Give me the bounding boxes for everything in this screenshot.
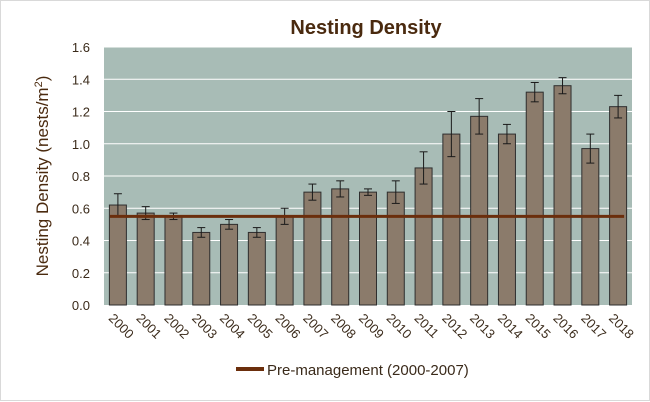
y-tick-label: 0.0 <box>72 298 90 313</box>
x-tick-label: 2007 <box>300 311 331 342</box>
x-tick-label: 2010 <box>384 311 415 342</box>
bar-2016 <box>553 85 572 306</box>
bar-2008 <box>331 188 350 306</box>
y-axis-ticks: 0.0 0.2 0.4 0.6 0.8 1.0 1.2 1.4 1.6 <box>72 40 90 313</box>
x-tick-label: 2014 <box>495 311 526 342</box>
bar-2002 <box>164 215 183 306</box>
x-tick-label: 2017 <box>578 311 609 342</box>
y-tick-label: 0.2 <box>72 266 90 281</box>
bar-2007 <box>303 191 322 306</box>
y-tick-label: 1.4 <box>72 72 90 87</box>
y-tick-label: 1.2 <box>72 105 90 120</box>
y-tick-label: 0.6 <box>72 201 90 216</box>
x-tick-label: 2001 <box>134 311 165 342</box>
x-tick-label: 2006 <box>273 311 304 342</box>
y-axis-label: Nesting Density (nests/m2) <box>33 76 52 277</box>
y-tick-label: 0.4 <box>72 234 90 249</box>
y-tick-label: 1.0 <box>72 137 90 152</box>
y-axis-label-end: ) <box>33 76 52 82</box>
bar-2018 <box>609 106 628 306</box>
bar-2014 <box>497 133 516 306</box>
x-tick-label: 2012 <box>439 311 470 342</box>
bar-2001 <box>136 212 155 306</box>
bar-2015 <box>525 91 544 306</box>
bar-2012 <box>442 133 461 306</box>
x-tick-label: 2000 <box>106 311 137 342</box>
chart-title: Nesting Density <box>290 17 442 39</box>
x-tick-label: 2018 <box>606 311 637 342</box>
x-tick-label: 2009 <box>356 311 387 342</box>
y-tick-label: 1.6 <box>72 40 90 55</box>
x-tick-label: 2013 <box>467 311 498 342</box>
x-tick-label: 2011 <box>411 311 441 341</box>
bar-2010 <box>386 191 405 306</box>
x-axis-ticks: 2000200120022003200420052006200720082009… <box>106 311 637 342</box>
bar-2000 <box>108 204 127 306</box>
bar-2004 <box>220 223 239 306</box>
bars <box>108 85 628 306</box>
bar-2006 <box>275 215 294 306</box>
y-tick-label: 0.8 <box>72 169 90 184</box>
bar-2011 <box>414 167 433 306</box>
bar-2017 <box>581 148 600 306</box>
bar-2005 <box>247 231 266 306</box>
x-tick-label: 2003 <box>189 311 220 342</box>
legend-label: Pre-management (2000-2007) <box>267 362 469 379</box>
bar-2009 <box>359 191 377 306</box>
y-axis-label-superscript: 2 <box>33 81 45 87</box>
x-tick-label: 2002 <box>161 311 192 342</box>
x-tick-label: 2008 <box>328 311 359 342</box>
x-tick-label: 2004 <box>217 311 248 342</box>
x-tick-label: 2015 <box>523 311 554 342</box>
legend: Pre-management (2000-2007) <box>236 362 469 379</box>
x-tick-label: 2005 <box>245 311 276 342</box>
y-axis-label-main: Nesting Density (nests/m <box>33 87 52 276</box>
x-tick-label: 2016 <box>550 311 581 342</box>
bar-2003 <box>192 231 211 306</box>
bar-2013 <box>470 115 489 306</box>
